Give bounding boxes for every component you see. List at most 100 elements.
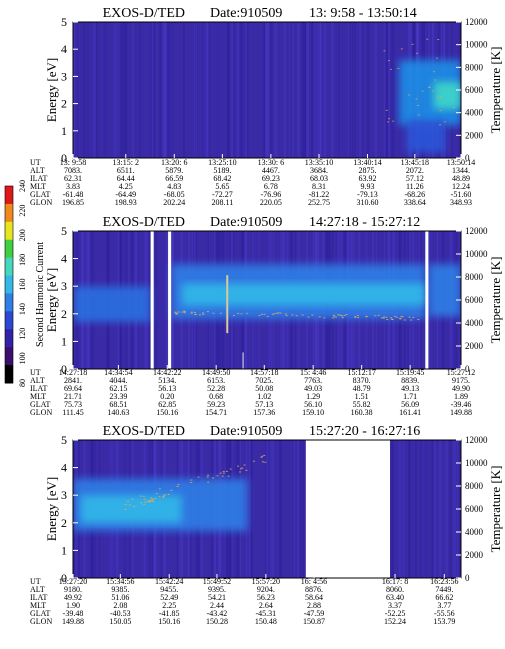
table-cell: 56.23	[257, 593, 275, 602]
table-cell: -55.56	[434, 609, 455, 618]
table-cell: 4044.	[109, 376, 127, 385]
data-speck	[412, 316, 415, 318]
table-cell: 152.24	[384, 617, 406, 626]
noise-streak	[267, 22, 270, 158]
noise-streak	[167, 22, 171, 158]
noise-streak	[242, 22, 246, 158]
plasma-feature-3	[406, 119, 446, 153]
data-speck	[190, 312, 193, 314]
table-cell: -64.49	[115, 190, 136, 199]
table-cell: 13:50:14	[447, 158, 475, 167]
data-speck	[377, 314, 380, 316]
data-speck	[434, 79, 437, 81]
data-speck	[167, 494, 170, 496]
data-speck	[397, 67, 400, 69]
noise-streak	[455, 440, 457, 578]
noise-streak	[102, 22, 106, 158]
table-cell: 68.03	[310, 174, 328, 183]
table-cell: 8839.	[401, 376, 419, 385]
table-cell: 160.38	[351, 408, 373, 417]
noise-streak	[153, 22, 156, 158]
table-cell: 7083.	[64, 166, 82, 175]
noise-streak	[432, 440, 436, 578]
data-speck	[151, 498, 154, 500]
table-cell: 5879.	[165, 166, 183, 175]
data-speck	[428, 86, 431, 88]
noise-streak	[73, 22, 75, 158]
table-cell: 68.51	[109, 400, 127, 409]
data-gap	[150, 231, 154, 369]
data-speck	[439, 109, 442, 111]
noise-streak	[350, 22, 352, 158]
noise-streak	[314, 22, 316, 158]
table-cell: 14:42:22	[153, 368, 181, 377]
noise-streak	[352, 22, 354, 158]
data-speck	[227, 475, 230, 477]
data-speck	[416, 105, 419, 107]
plasma-feature-1	[73, 286, 151, 323]
data-speck	[357, 316, 360, 318]
y2-tick-label: 12000	[465, 226, 488, 236]
colorbar-tick-label: 220	[18, 205, 27, 217]
table-cell: 4.83	[167, 182, 181, 191]
table-cell: 7025.	[255, 376, 273, 385]
table-cell: 2.64	[259, 601, 273, 610]
noise-streak	[331, 22, 334, 158]
noise-streak	[115, 22, 118, 158]
y2-axis-label: Temperature [K]	[488, 47, 503, 134]
data-speck	[143, 498, 146, 500]
noise-streak	[159, 22, 162, 158]
noise-streak	[303, 22, 306, 158]
table-cell: 338.64	[404, 198, 426, 207]
table-cell: -41.85	[159, 609, 180, 618]
y2-tick-label: 2000	[465, 550, 484, 560]
y2-tick-label: 4000	[465, 318, 484, 328]
table-cell: 198.93	[115, 198, 137, 207]
noise-streak	[292, 22, 294, 158]
table-cell: 15: 4:46	[300, 368, 326, 377]
data-speck	[237, 465, 240, 467]
table-row-label: ALT	[30, 585, 45, 594]
table-row-label: ILAT	[30, 174, 47, 183]
spike-mark	[242, 352, 244, 369]
data-speck	[415, 98, 418, 100]
colorbar-tick-label: 80	[18, 379, 27, 387]
data-speck	[398, 317, 401, 319]
noise-streak	[296, 440, 300, 578]
data-speck	[212, 312, 215, 314]
y-tick-label: 2	[61, 307, 67, 321]
data-speck	[433, 71, 436, 73]
noise-streak	[230, 22, 234, 158]
table-cell: 1.51	[355, 392, 369, 401]
table-cell: 11.26	[406, 182, 424, 191]
noise-streak	[242, 22, 246, 158]
table-cell: 21.71	[64, 392, 82, 401]
colorbar-segment	[5, 239, 13, 259]
data-speck	[411, 43, 414, 45]
noise-streak	[347, 22, 349, 158]
table-cell: 1344.	[452, 166, 470, 175]
plot-area	[73, 440, 461, 578]
table-cell: 49.03	[304, 384, 322, 393]
noise-streak	[319, 22, 322, 158]
noise-streak	[113, 22, 116, 158]
data-speck	[240, 313, 243, 315]
y-tick-label: 5	[61, 224, 67, 238]
table-cell: 49.13	[401, 384, 419, 393]
data-speck	[440, 96, 443, 98]
table-cell: 5189.	[213, 166, 231, 175]
noise-streak	[164, 22, 167, 158]
colorbar-label: Second Harmonic Current	[35, 242, 46, 347]
noise-streak	[163, 22, 166, 158]
colorbar-segment	[5, 329, 13, 348]
colorbar-segment	[5, 311, 13, 330]
noise-streak	[93, 22, 96, 158]
data-speck	[337, 314, 340, 316]
data-speck	[140, 502, 143, 504]
data-speck	[219, 472, 222, 474]
table-cell: 12.24	[452, 182, 470, 191]
noise-streak	[162, 22, 166, 158]
table-cell: 0.20	[160, 392, 174, 401]
table-cell: 1.90	[66, 601, 80, 610]
y2-tick-label: 12000	[465, 17, 488, 27]
